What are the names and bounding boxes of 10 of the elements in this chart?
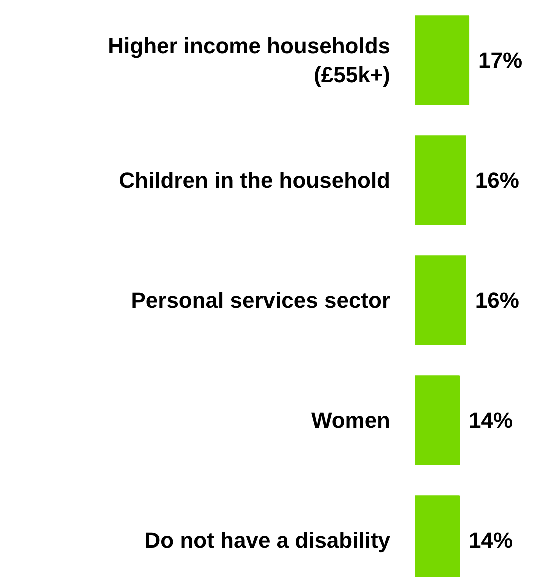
y-tick-label: Personal services sector	[131, 288, 391, 313]
data-label: 17%	[478, 48, 523, 73]
data-label: 14%	[469, 528, 514, 553]
data-label: 14%	[469, 408, 514, 433]
y-tick-label: Higher income households (£55k+)	[108, 34, 391, 88]
data-label: 16%	[475, 288, 520, 313]
y-tick-label: Do not have a disability	[144, 528, 392, 553]
y-tick-label: Women	[311, 408, 391, 433]
data-label: 16%	[475, 168, 520, 193]
y-tick-label: Children in the household	[119, 168, 390, 193]
